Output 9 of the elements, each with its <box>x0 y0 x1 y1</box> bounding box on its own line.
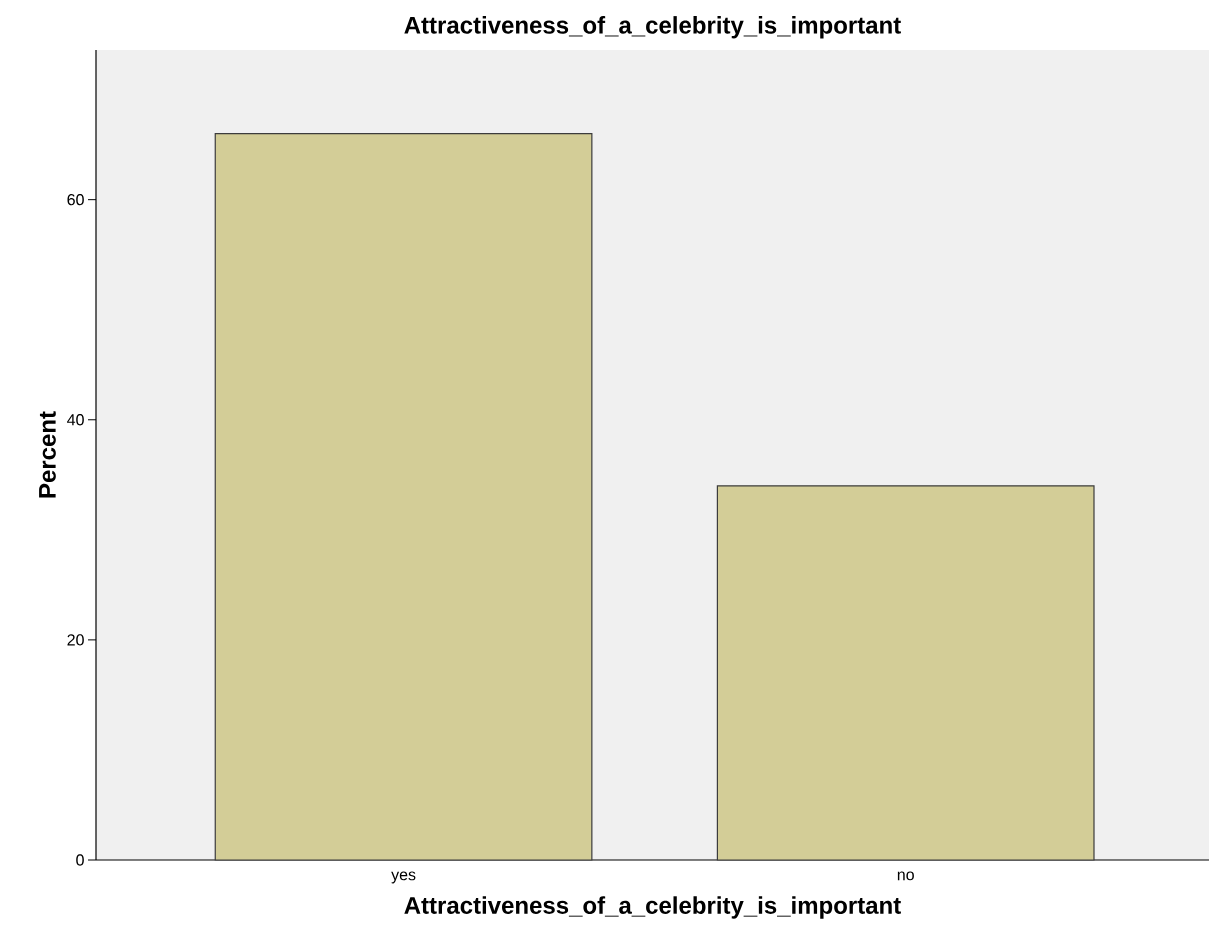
y-tick-label: 40 <box>67 414 84 426</box>
y-tick-label: 0 <box>76 854 84 866</box>
chart-title: Attractiveness_of_a_celebrity_is_important <box>404 16 901 39</box>
x-axis-title: Attractiveness_of_a_celebrity_is_important <box>404 896 901 919</box>
y-tick-label: 20 <box>67 634 84 646</box>
y-tick-label: 60 <box>67 194 84 206</box>
x-tick-label: no <box>897 871 914 881</box>
y-axis-title: Percent <box>39 411 56 498</box>
x-tick-label: yes <box>391 871 416 884</box>
